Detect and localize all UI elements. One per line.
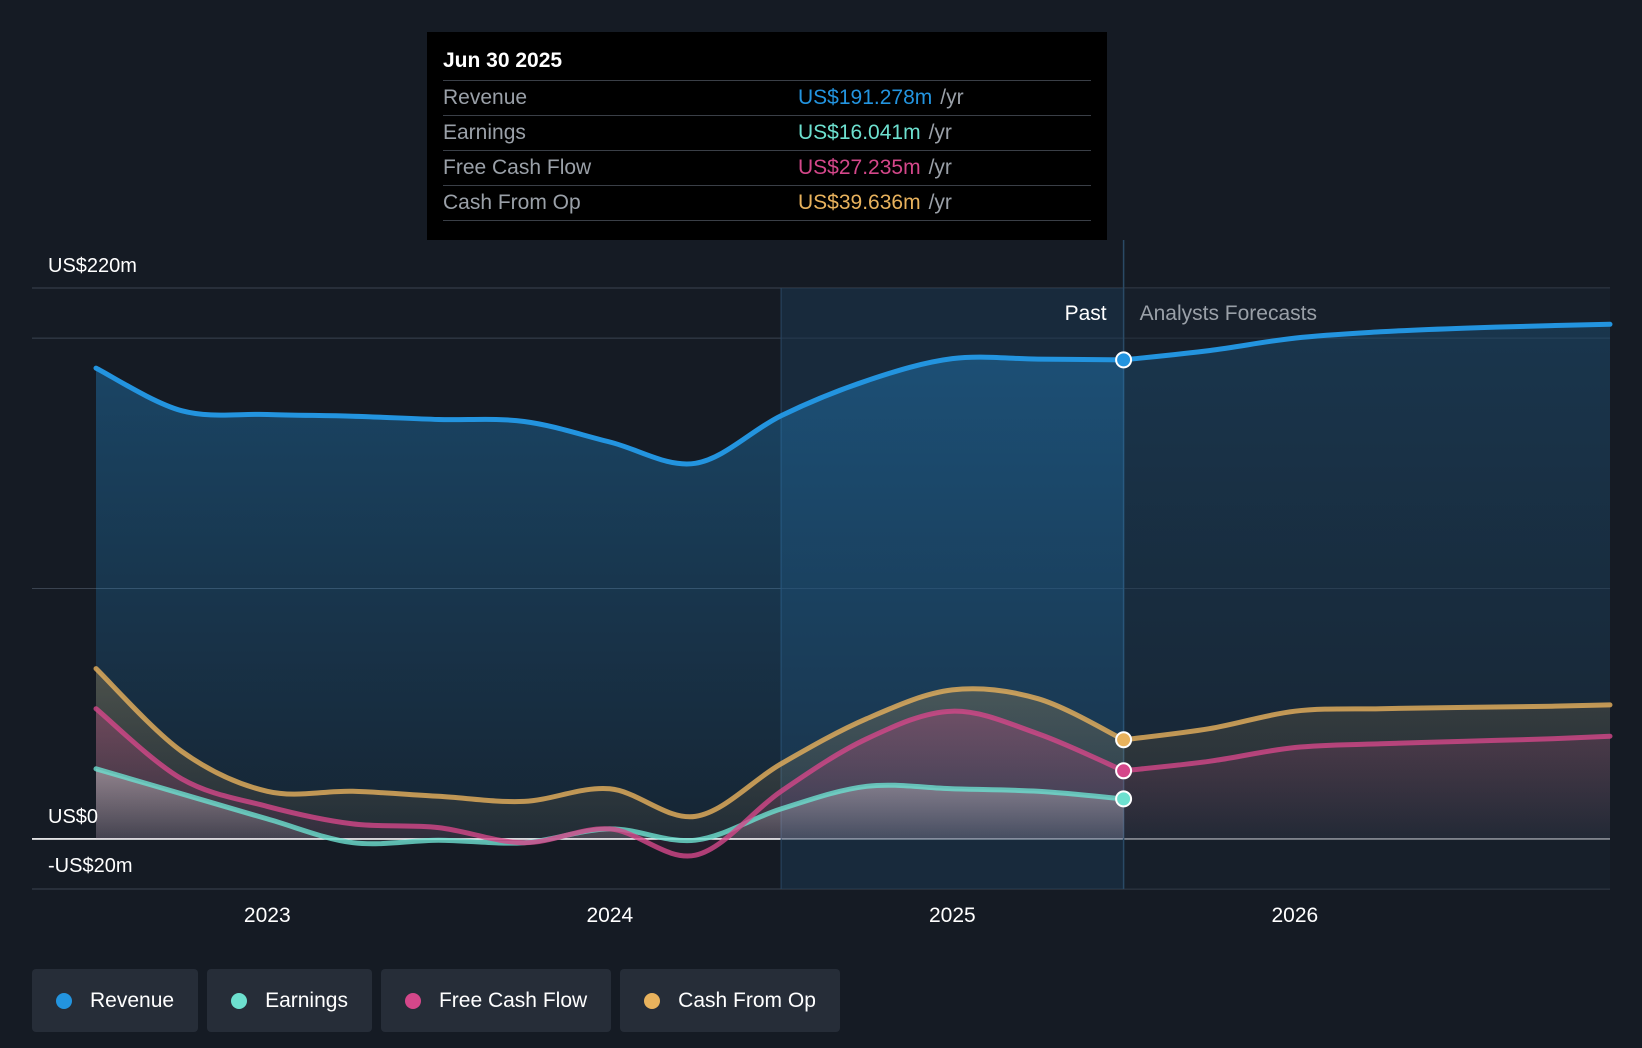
revenue-past-line [93,354,1127,467]
cfo-forecast-line [1121,702,1613,743]
tooltip-unit: /yr [928,191,952,214]
legend-item-free-cash-flow[interactable]: Free Cash Flow [380,969,612,1032]
tooltip-unit: /yr [940,86,964,109]
cfo-current-marker [1115,731,1133,749]
fcf-forecast-area [1123,736,1610,839]
legend-label: Revenue [90,988,175,1012]
revenue-current-marker [1115,351,1133,369]
earnings-current-marker [1115,790,1133,808]
tooltip-value: US$39.636m [798,191,921,214]
revenue-forecast-line [1121,321,1613,363]
tooltip-row-revenue: Revenue US$191.278m /yr [443,80,1091,115]
legend-label: Free Cash Flow [438,988,588,1012]
tooltip-unit: /yr [928,121,952,144]
y-label-bottom: -US$20m [48,855,132,877]
tooltip-unit: /yr [928,156,952,179]
tooltip-row-cfo: Cash From Op US$39.636m /yr [443,185,1091,221]
revenue-dot-icon [56,992,72,1009]
tooltip-value: US$191.278m [798,86,933,109]
tooltip-value: US$27.235m [798,156,921,179]
tooltip-date: Jun 30 2025 [443,49,563,72]
legend-label: Earnings [265,988,348,1012]
fcf-current-marker [1115,762,1133,780]
tooltip-row-fcf: Free Cash Flow US$27.235m /yr [443,150,1091,185]
tooltip-label: Free Cash Flow [443,156,592,179]
tooltip-label: Cash From Op [443,191,581,214]
y-label-top: US$220m [48,255,137,277]
forecast-label: Analysts Forecasts [1140,302,1317,325]
earnings-dot-icon [231,992,248,1009]
legend-item-revenue[interactable]: Revenue [32,969,199,1032]
cfo-past-line [93,666,1127,820]
legend-item-earnings[interactable]: Earnings [207,969,372,1032]
tooltip-label: Revenue [443,86,528,109]
legend-label: Cash From Op [678,988,816,1012]
legend-item-cash-from-op[interactable]: Cash From Op [620,969,840,1032]
x-tick-label: 2025 [929,904,976,927]
x-tick-label: 2026 [1272,904,1319,927]
fcf-past-line [93,706,1127,859]
tooltip-value: US$16.041m [798,121,921,144]
tooltip-label: Earnings [443,121,526,144]
tooltip-row-earnings: Earnings US$16.041m /yr [443,115,1091,150]
legend: Revenue Earnings Free Cash Flow Cash Fro… [32,969,840,1032]
x-tick-label: 2024 [586,904,633,927]
cash-from-op-dot-icon [644,992,661,1009]
free-cash-flow-dot-icon [404,992,421,1009]
fcf-forecast-line [1121,733,1613,774]
tooltip: Jun 30 2025 Revenue US$191.278m /yr Earn… [427,32,1107,240]
x-tick-label: 2023 [244,904,291,927]
past-label: Past [1065,302,1107,325]
y-label-zero: US$0 [48,806,98,828]
